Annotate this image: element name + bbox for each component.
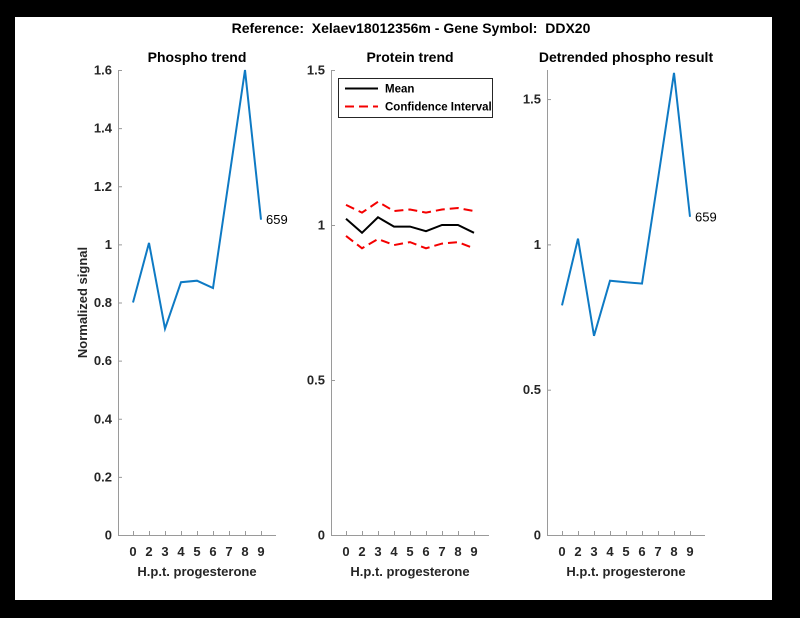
ci-lower-line [345,235,475,250]
x-tick-label: 2 [145,544,152,559]
y-tick-label: 1.5 [523,92,541,107]
y-tick-label: 0.5 [307,373,325,388]
x-tick-label: 7 [438,544,445,559]
x-tick-label: 6 [209,544,216,559]
x-tick-label: 2 [358,544,365,559]
endpoint-label: 659 [266,212,288,227]
ci-upper-line [345,200,475,214]
y-tick-label: 1.5 [307,63,325,78]
y-tick-label: 1.6 [94,63,112,78]
x-tick-label: 2 [574,544,581,559]
detrended-line [561,72,691,337]
y-tick-label: 1 [105,237,112,252]
y-tick-label: 1.4 [94,121,113,136]
subplot-title: Phospho trend [148,49,247,65]
x-tick-label: 8 [454,544,461,559]
x-axis-label: H.p.t. progesterone [137,564,256,579]
endpoint-label: 659 [695,209,717,224]
x-tick-label: 4 [177,544,185,559]
x-tick-label: 8 [670,544,677,559]
x-tick-label: 3 [161,544,168,559]
y-tick-label: 1 [534,237,541,252]
y-axis-label: Normalized signal [75,247,90,358]
protein-mean-line [345,216,475,235]
y-tick-label: 1 [318,218,325,233]
x-axis-label: H.p.t. progesterone [566,564,685,579]
x-tick-label: 8 [241,544,248,559]
y-tick-label: 0.2 [94,469,112,484]
x-tick-label: 9 [257,544,264,559]
x-tick-label: 7 [225,544,232,559]
y-tick-label: 0 [318,528,325,543]
x-tick-label: 6 [422,544,429,559]
x-tick-label: 7 [654,544,661,559]
y-tick-label: 0.4 [94,411,113,426]
y-tick-label: 0.8 [94,295,112,310]
y-tick-label: 0.6 [94,353,112,368]
legend-box [338,78,493,118]
x-tick-label: 5 [406,544,413,559]
x-tick-label: 3 [590,544,597,559]
y-tick-label: 1.2 [94,179,112,194]
y-tick-label: 0 [105,528,112,543]
x-tick-label: 6 [638,544,645,559]
legend-label: Confidence Interval [385,102,492,114]
subplot-title: Protein trend [366,49,453,65]
x-axis-label: H.p.t. progesterone [350,564,469,579]
x-tick-label: 3 [374,544,381,559]
figure-title: Reference: Xelaev18012356m - Gene Symbol… [231,20,591,36]
x-tick-label: 5 [622,544,629,559]
phospho-trend-line [132,69,262,333]
x-tick-label: 4 [606,544,614,559]
x-tick-label: 9 [686,544,693,559]
x-tick-label: 0 [129,544,136,559]
x-tick-label: 9 [470,544,477,559]
x-tick-label: 0 [342,544,349,559]
y-tick-label: 0 [534,528,541,543]
x-tick-label: 4 [390,544,398,559]
figure-canvas: Reference: Xelaev18012356m - Gene Symbol… [15,17,772,600]
charts-svg: 0 2 3 4 5 6 7 8 900.20.40.60.811.21.41.6Phospho … [75,49,717,579]
x-tick-label: 0 [558,544,565,559]
subplot-title: Detrended phospho result [539,49,714,65]
x-tick-label: 5 [193,544,200,559]
y-tick-label: 0.5 [523,382,541,397]
legend-label: Mean [385,84,414,96]
